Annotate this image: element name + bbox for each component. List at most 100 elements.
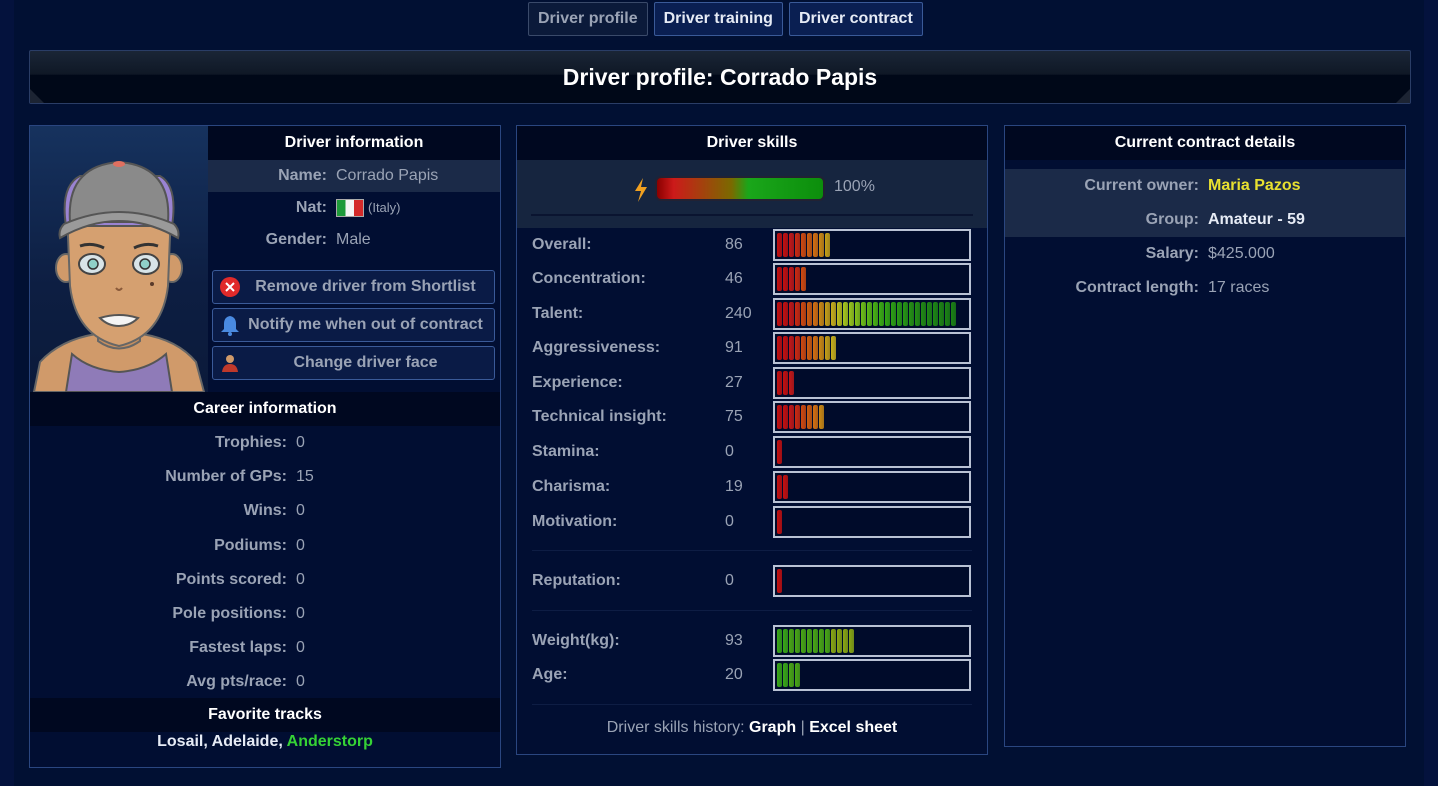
skill-bar-segment (837, 302, 842, 326)
skill-bar-segment (801, 405, 806, 429)
track-separator: , (203, 733, 212, 750)
skill-bar-segment (777, 405, 782, 429)
history-excel-link[interactable]: Excel sheet (809, 719, 898, 736)
skill-row: Aggressiveness: 91 (517, 332, 987, 364)
skill-bar (773, 263, 971, 295)
tab-driver-training[interactable]: Driver training (653, 2, 783, 36)
skill-bar-segment (789, 405, 794, 429)
skill-bar-segment (861, 302, 866, 326)
notify-contract-label: Notify me when out of contract (248, 316, 483, 333)
skill-bar-segment (819, 405, 824, 429)
career-value: 0 (296, 605, 305, 623)
change-face-button[interactable]: Change driver face (212, 346, 495, 380)
skill-bar-segment (777, 475, 782, 499)
career-label: Number of GPs: (165, 468, 287, 486)
driver-name: Corrado Papis (336, 167, 439, 184)
skill-value: 240 (725, 305, 752, 322)
career-value: 0 (296, 434, 305, 452)
skill-bar-segment (885, 302, 890, 326)
skill-bar-segment (849, 629, 854, 653)
skill-bar (773, 471, 971, 503)
nat-label: Nat: (295, 199, 327, 216)
skill-value: 27 (725, 374, 743, 391)
skill-bar-segment (813, 629, 818, 653)
tab-driver-contract[interactable]: Driver contract (788, 2, 923, 36)
skill-label: Age: (532, 666, 568, 683)
divider (532, 610, 972, 611)
contract-length-label: Contract length: (1075, 279, 1199, 296)
skill-bar-segment (789, 663, 794, 687)
skill-bar-segment (825, 336, 830, 360)
skill-bar-segment (909, 302, 914, 326)
italy-flag-icon (336, 198, 364, 217)
skill-row: Technical insight: 75 (517, 401, 987, 433)
skill-bar-segment (783, 336, 788, 360)
contract-length-value: 17 races (1208, 279, 1270, 296)
skill-value: 46 (725, 270, 743, 287)
corner-decoration (1396, 89, 1410, 103)
owner-value[interactable]: Maria Pazos (1208, 177, 1301, 194)
skill-bar-segment (819, 629, 824, 653)
skill-bar-segment (789, 302, 794, 326)
skills-history: Driver skills history: Graph | Excel she… (517, 719, 987, 737)
history-graph-link[interactable]: Graph (749, 719, 797, 736)
skill-value: 86 (725, 236, 743, 253)
skill-value: 0 (725, 513, 734, 530)
skill-bar-segment (933, 302, 938, 326)
skill-bar-segment (813, 405, 818, 429)
skill-bar-segment (825, 302, 830, 326)
corner-decoration (30, 89, 44, 103)
divider (532, 704, 972, 705)
skill-bar-segment (831, 302, 836, 326)
driver-info-heading: Driver information (208, 126, 500, 160)
group-label: Group: (1145, 211, 1199, 228)
skill-bar-segment (789, 629, 794, 653)
skill-row: Talent: 240 (517, 298, 987, 330)
skill-bar-segment (783, 233, 788, 257)
skill-row: Concentration: 46 (517, 263, 987, 295)
contract-length-row: Contract length: 17 races (1005, 271, 1405, 305)
career-heading: Career information (30, 392, 500, 426)
skill-label: Stamina: (532, 443, 600, 460)
skill-bar-segment (903, 302, 908, 326)
career-value: 15 (296, 468, 314, 486)
skill-bar-segment (777, 510, 782, 534)
energy-bar (655, 176, 825, 201)
group-row: Group: Amateur - 59 (1005, 203, 1405, 237)
skill-bar-segment (777, 569, 782, 593)
notify-contract-button[interactable]: Notify me when out of contract (212, 308, 495, 342)
skill-bar-segment (813, 336, 818, 360)
remove-shortlist-button[interactable]: Remove driver from Shortlist (212, 270, 495, 304)
tab-driver-profile[interactable]: Driver profile (528, 2, 648, 36)
skill-label: Talent: (532, 305, 584, 322)
skill-bar-segment (849, 302, 854, 326)
bell-icon (213, 314, 247, 336)
energy-percent: 100% (834, 178, 875, 195)
skill-row: Charisma: 19 (517, 471, 987, 503)
group-value[interactable]: Amateur - 59 (1208, 211, 1305, 228)
career-section: Career information Trophies: 0 Number of G… (30, 392, 500, 700)
skill-bar-segment (789, 233, 794, 257)
skill-bar (773, 506, 971, 538)
skill-bar-segment (795, 233, 800, 257)
skill-bar-segment (801, 629, 806, 653)
favorite-track: Losail (157, 733, 204, 750)
career-row: Trophies: 0 (30, 426, 500, 460)
skills-heading: Driver skills (517, 126, 987, 160)
gender-value: Male (336, 231, 371, 248)
skill-bar-segment (891, 302, 896, 326)
person-icon (213, 353, 247, 373)
title-bar: Driver profile: Corrado Papis (29, 50, 1411, 104)
salary-row: Salary: $425.000 (1005, 237, 1405, 271)
skill-value: 19 (725, 478, 743, 495)
skill-bar-segment (843, 629, 848, 653)
skill-bar (773, 229, 971, 261)
skill-value: 0 (725, 443, 734, 460)
career-label: Podiums: (214, 536, 287, 554)
skill-bar-segment (801, 336, 806, 360)
skill-bar-segment (825, 233, 830, 257)
page-title: Driver profile: Corrado Papis (562, 63, 878, 90)
skill-row: Motivation: 0 (517, 506, 987, 538)
gender-label: Gender: (265, 231, 327, 248)
skill-bar-segment (807, 405, 812, 429)
